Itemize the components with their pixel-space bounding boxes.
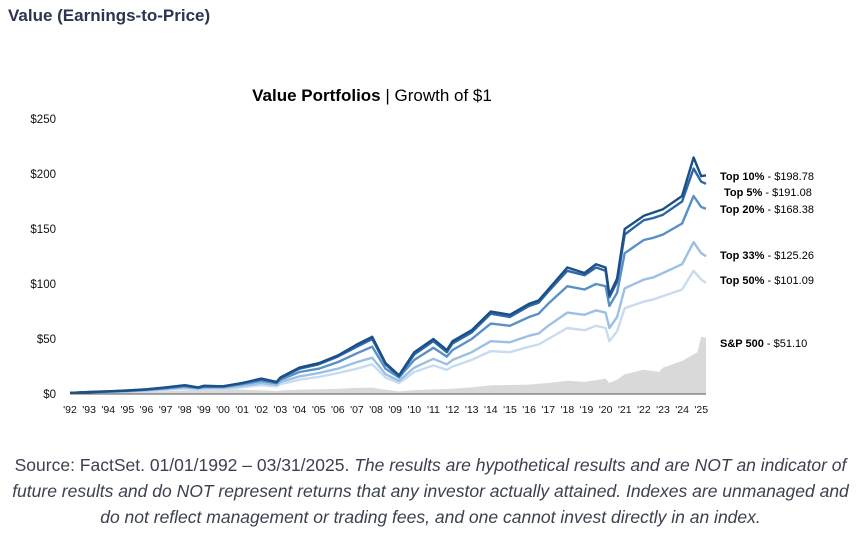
x-tick-label: '96 [140,404,154,416]
x-tick-label: '94 [101,404,115,416]
source-lead: Source: FactSet. 01/01/1992 – 03/31/2025… [14,455,350,475]
x-tick-label: '19 [580,404,594,416]
source-note: Source: FactSet. 01/01/1992 – 03/31/2025… [4,452,857,530]
end-label-top-50-: Top 50% - $101.09 [720,275,814,287]
x-tick-label: '02 [254,404,268,416]
x-tick-label: '05 [312,404,326,416]
end-label-top-33-: Top 33% - $125.26 [720,250,814,262]
x-tick-label: '21 [618,404,632,416]
line-layer [69,156,707,395]
y-tick-label: $0 [43,389,56,401]
x-tick-label: '22 [637,404,651,416]
x-tick-label: '00 [216,404,230,416]
x-axis: '92 '93 '94 '95 '96 '97 '98 '99 '00 '01 '02 '03 '04 '… [63,404,708,416]
x-tick-label: '24 [675,404,689,416]
x-tick-label: '25 [694,404,708,416]
end-label-s-p-500: S&P 500 - $51.10 [720,338,807,350]
x-tick-label: '95 [121,404,135,416]
page-title: Value (Earnings-to-Price) [8,6,211,25]
chart-title: Value Portfolios | Growth of $1 [252,86,492,105]
x-tick-label: '07 [350,404,364,416]
x-tick-label: '09 [388,404,402,416]
x-tick-label: '06 [331,404,345,416]
x-tick-label: '98 [178,404,192,416]
x-tick-label: '18 [560,404,574,416]
x-tick-label: '23 [656,404,670,416]
area-layer [70,336,706,394]
x-tick-label: '16 [522,404,536,416]
x-tick-label: '13 [465,404,479,416]
x-tick-label: '93 [82,404,96,416]
x-tick-label: '12 [446,404,460,416]
x-tick-label: '14 [484,404,498,416]
sp500-area [70,336,706,394]
y-axis: $0 $50 $100 $150 $200 $250 [30,114,56,401]
x-tick-label: '17 [541,404,555,416]
series-line-top-5- [69,167,707,395]
y-tick-label: $150 [30,224,56,236]
growth-chart: Value Portfolios | Growth of $1 $0 $50 $10… [30,86,814,416]
x-tick-label: '15 [503,404,517,416]
y-tick-label: $250 [30,114,56,126]
end-label-top-5-: Top 5% - $191.08 [724,187,812,199]
series-line-top-10- [69,156,707,395]
x-tick-label: '04 [293,404,307,416]
y-tick-label: $50 [37,334,56,346]
chart-title-rest: | Growth of $1 [381,86,492,105]
x-tick-label: '97 [159,404,173,416]
x-tick-label: '11 [427,404,440,416]
x-tick-label: '08 [369,404,383,416]
chart-title-bold: Value Portfolios [252,86,380,105]
x-tick-label: '03 [274,404,288,416]
x-tick-label: '99 [197,404,211,416]
disclaimer-text: The results are hypothetical results and… [12,455,849,527]
y-tick-label: $200 [30,169,56,181]
end-label-top-20-: Top 20% - $168.38 [720,204,814,216]
x-tick-label: '10 [407,404,421,416]
x-tick-label: '20 [599,404,613,416]
y-tick-label: $100 [30,279,56,291]
x-tick-label: '92 [63,404,77,416]
end-label-top-10-: Top 10% - $198.78 [720,171,814,183]
x-tick-label: '01 [235,404,249,416]
series-end-labels: Top 10% - $198.78 Top 5% - $191.08 Top 20%… [720,171,814,350]
